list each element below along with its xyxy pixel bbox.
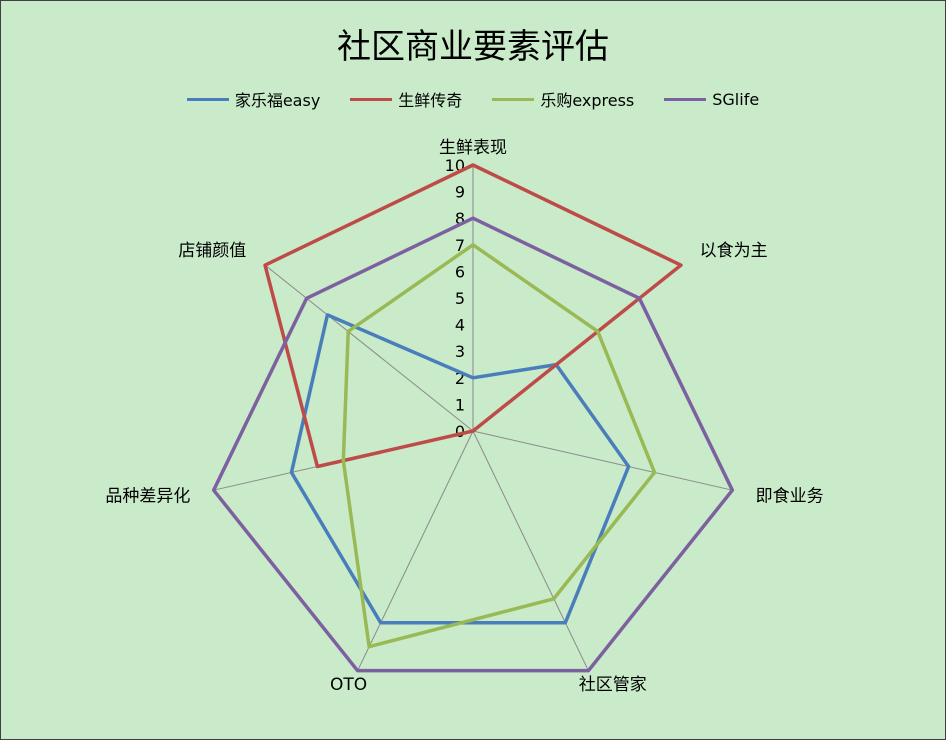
- legend-item: 乐购express: [492, 87, 634, 111]
- series-line-0: [289, 313, 631, 625]
- legend-swatch: [492, 97, 535, 101]
- category-label: 品种差异化: [105, 487, 190, 507]
- category-label: 即食业务: [756, 487, 824, 507]
- category-label: 以食为主: [700, 241, 768, 261]
- legend-item: 家乐福easy: [186, 87, 321, 111]
- series-line-1: [263, 163, 683, 469]
- legend-label: 家乐福easy: [234, 91, 321, 110]
- tick-label: 0: [455, 422, 465, 441]
- tick-label: 3: [455, 342, 465, 361]
- tick-label: 8: [455, 209, 465, 228]
- category-label: 店铺颜值: [178, 241, 246, 261]
- legend-label: 乐购express: [540, 91, 635, 110]
- tick-label: 7: [455, 236, 465, 255]
- axis-spoke: [472, 430, 733, 491]
- category-label: OTO: [330, 675, 367, 695]
- legend-swatch: [664, 97, 707, 101]
- legend-swatch: [186, 97, 229, 101]
- legend-swatch: [350, 97, 393, 101]
- legend: 家乐福easy 生鲜传奇 乐购express SGlife: [1, 87, 945, 111]
- tick-label: 4: [455, 316, 465, 335]
- axis-spoke: [472, 430, 589, 671]
- tick-label: 6: [455, 262, 465, 281]
- tick-label: 5: [455, 289, 465, 308]
- series-line-3: [211, 216, 735, 673]
- legend-label: 生鲜传奇: [398, 91, 463, 110]
- category-label: 生鲜表现: [439, 138, 507, 158]
- series-line-2: [341, 243, 657, 649]
- axis-spoke: [264, 264, 474, 432]
- tick-label: 1: [455, 395, 465, 414]
- category-label: 社区管家: [579, 675, 647, 695]
- tick-label: 2: [455, 369, 465, 388]
- legend-item: SGlife: [664, 87, 759, 111]
- legend-item: 生鲜传奇: [350, 87, 462, 111]
- axis-spoke: [357, 430, 474, 671]
- tick-label: 9: [455, 183, 465, 202]
- chart-title: 社区商业要素评估: [337, 27, 609, 67]
- legend-label: SGlife: [712, 89, 760, 109]
